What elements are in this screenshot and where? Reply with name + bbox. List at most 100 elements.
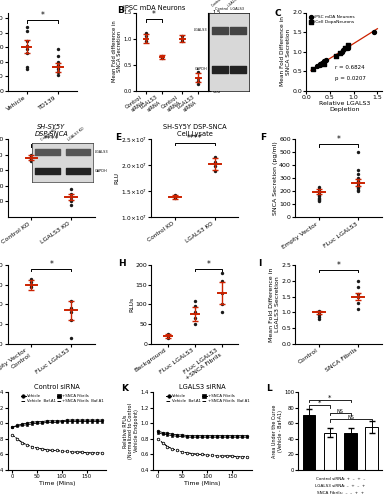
Point (24, 49, 30, 57)
Point (165, 331, 171, 339)
Point (172, 194, 178, 202)
Title: SH-SY5Y
DSP-SNCA: SH-SY5Y DSP-SNCA (34, 124, 68, 137)
Point (172, 192, 178, 200)
Point (159, 54, 165, 62)
Point (212, 158, 218, 166)
Point (316, 314, 322, 322)
Point (355, 148, 361, 156)
Text: Control  LGALS3: Control LGALS3 (215, 7, 244, 11)
X-axis label: Relative LGALS3
Depletion: Relative LGALS3 Depletion (318, 101, 370, 112)
iCell DopaNeurons (310, 65, 317, 73)
Point (219, 308, 225, 316)
Point (195, 80, 201, 88)
Point (219, 289, 225, 297)
Text: E: E (115, 132, 121, 141)
Point (143, 32, 149, 40)
Title: Control siRNA: Control siRNA (34, 384, 80, 390)
X-axis label: Time (Mins): Time (Mins) (184, 480, 220, 486)
Point (212, 167, 218, 175)
Point (29, 152, 35, 160)
Point (68, 334, 74, 342)
Point (316, 196, 322, 204)
Point (55, 65, 61, 73)
Point (68, 296, 74, 304)
Point (316, 198, 322, 205)
Point (172, 191, 178, 199)
Point (355, 292, 361, 300)
iPSC mDA Neurons (317, 60, 323, 68)
Point (68, 190, 74, 198)
Text: LGALS3: LGALS3 (193, 28, 207, 32)
Point (68, 304, 74, 312)
Y-axis label: Area Under the Curve
(Vehicle - Baf-A1): Area Under the Curve (Vehicle - Baf-A1) (272, 404, 283, 458)
Y-axis label: Relative LGALS3 Depletion
(Normalized to Mean Control): Relative LGALS3 Depletion (Normalized to… (222, 15, 233, 88)
Y-axis label: RLU: RLU (115, 172, 120, 184)
Text: Control siRNA: +  –  +  –: Control siRNA: + – + – (316, 477, 365, 481)
Point (355, 176, 361, 184)
Text: H: H (118, 259, 126, 268)
iPSC mDA Neurons (339, 48, 345, 56)
Point (316, 192, 322, 200)
Point (192, 302, 198, 310)
Point (316, 187, 322, 195)
Title: iPSC mDA Neurons: iPSC mDA Neurons (123, 4, 185, 10)
Point (355, 284, 361, 292)
Legend: iPSC mDA Neurons, iCell DopaNeurons: iPSC mDA Neurons, iCell DopaNeurons (308, 14, 355, 24)
Point (355, 290, 361, 298)
Point (29, 275, 35, 283)
Title: SH-SY5Y DSP-SNCA
Cell Lysate: SH-SY5Y DSP-SNCA Cell Lysate (163, 124, 227, 137)
Point (55, 60, 61, 68)
Point (192, 308, 198, 316)
Text: LGALS3 siRNA: LGALS3 siRNA (227, 0, 248, 8)
Point (355, 179, 361, 187)
Point (316, 313, 322, 321)
Text: *: * (152, 10, 156, 18)
Point (55, 70, 61, 78)
Point (355, 183, 361, 191)
Point (316, 191, 322, 199)
Point (68, 316, 74, 324)
Point (165, 330, 171, 338)
Point (24, 28, 30, 36)
Point (165, 334, 171, 342)
Legend: Vehicle, Vehicle  Baf-A1, +SNCA Fibrils, +SNCA Fibrils  Baf-A1: Vehicle, Vehicle Baf-A1, +SNCA Fibrils, … (21, 394, 104, 404)
Bar (344, 432, 357, 470)
Point (355, 277, 361, 285)
Point (29, 156, 35, 164)
Point (355, 170, 361, 178)
Y-axis label: Relative RFUs
(Normalized to Control
Vehicle Endpoint): Relative RFUs (Normalized to Control Veh… (122, 403, 139, 459)
Point (219, 270, 225, 278)
Point (195, 68, 201, 76)
iPSC mDA Neurons (345, 44, 351, 52)
Point (219, 300, 225, 308)
Text: *: * (49, 260, 53, 270)
Point (316, 312, 322, 320)
Point (29, 150, 35, 158)
Point (212, 153, 218, 161)
iCell DopaNeurons (345, 40, 351, 48)
Point (179, 32, 185, 40)
Point (55, 58, 61, 66)
Point (179, 34, 185, 42)
Point (68, 196, 74, 204)
Bar (303, 416, 315, 470)
Point (355, 174, 361, 182)
Point (29, 278, 35, 286)
iPSC mDA Neurons (340, 46, 346, 54)
Point (68, 200, 74, 208)
X-axis label: Time (Mins): Time (Mins) (39, 480, 75, 486)
Text: NS: NS (337, 408, 344, 414)
Point (192, 296, 198, 304)
Text: K: K (122, 384, 129, 393)
Text: F: F (260, 132, 266, 141)
Point (212, 162, 218, 170)
Point (316, 308, 322, 316)
Text: *: * (40, 12, 44, 20)
Text: LGALS3 siRNA: –  +  –  +: LGALS3 siRNA: – + – + (315, 484, 366, 488)
Point (192, 320, 198, 328)
iCell DopaNeurons (333, 52, 339, 60)
Point (29, 157, 35, 165)
iCell DopaNeurons (321, 60, 327, 68)
Point (355, 299, 361, 307)
Point (55, 52, 61, 60)
